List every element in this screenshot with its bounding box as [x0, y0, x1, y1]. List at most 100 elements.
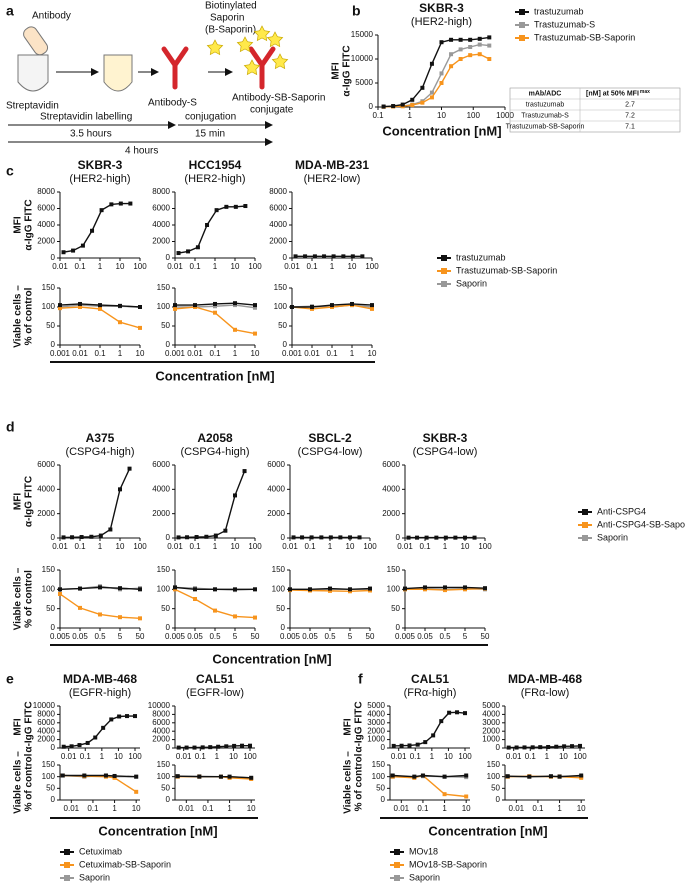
- y-tick-label: 50: [46, 783, 55, 792]
- label: Biotinylated: [205, 1, 257, 12]
- label: Antibody-S: [148, 98, 197, 109]
- legend-swatch: [582, 509, 588, 515]
- y-tick-label: 150: [42, 760, 56, 769]
- x-tick-label: 1: [227, 804, 232, 813]
- y-tick-label: 4000: [37, 726, 55, 735]
- x-tick-label: 0.05: [417, 632, 433, 641]
- data-point: [213, 587, 217, 592]
- data-point: [200, 745, 205, 750]
- data-point: [443, 585, 447, 590]
- data-point: [69, 744, 74, 749]
- chart-subtitle: (CSPG4-high): [180, 446, 249, 458]
- data-point: [70, 535, 75, 540]
- y-tick-label: 100: [387, 584, 401, 593]
- x-tick-label: 1: [233, 349, 238, 358]
- x-tick-label: 0.1: [189, 262, 201, 271]
- data-point: [242, 469, 247, 474]
- data-point: [357, 535, 362, 540]
- legend-swatch: [582, 522, 588, 528]
- data-point: [58, 591, 62, 596]
- y-tick-label: 2000: [269, 237, 287, 246]
- data-point: [253, 587, 257, 592]
- y-tick-label: 8000: [152, 710, 170, 719]
- data-point: [197, 774, 202, 779]
- y-axis-label: Viable cells –: [343, 751, 354, 814]
- y-tick-label: 50: [161, 321, 170, 330]
- data-point: [233, 327, 237, 332]
- table-header-sup: max: [640, 89, 650, 95]
- x-tick-label: 0.001: [165, 349, 186, 358]
- x-tick-label: 0.1: [74, 542, 86, 551]
- data-point: [447, 710, 452, 715]
- x-tick-label: 0.5: [324, 632, 336, 641]
- series-line: [63, 468, 131, 539]
- data-point: [233, 204, 238, 209]
- data-point: [328, 535, 333, 540]
- y-axis-label: Viable cells –: [13, 751, 24, 814]
- x-tick-label: 1000: [496, 111, 514, 120]
- data-point: [192, 745, 197, 750]
- x-tick-label: 0.1: [202, 804, 214, 813]
- table-cell: Trastuzumab-S: [521, 112, 569, 119]
- legend-label: Trastuzumab-SB-Saporin: [534, 32, 635, 42]
- y-tick-label: 100: [42, 584, 56, 593]
- y-tick-label: 0: [51, 795, 56, 804]
- y-tick-label: 50: [278, 321, 287, 330]
- y-tick-label: 50: [161, 783, 170, 792]
- data-point: [118, 615, 122, 620]
- data-point: [288, 587, 292, 592]
- x-tick-label: 10: [577, 804, 586, 813]
- data-point: [390, 773, 395, 778]
- data-point: [310, 305, 314, 309]
- label: 4 hours: [125, 146, 158, 157]
- panel-label: c: [6, 163, 14, 179]
- y-tick-label: 10000: [33, 701, 56, 710]
- data-point: [134, 789, 139, 794]
- data-point: [331, 254, 336, 259]
- data-point: [391, 743, 396, 748]
- y-axis-label: % of control: [24, 570, 35, 628]
- data-point: [290, 305, 294, 309]
- data-point: [82, 773, 87, 778]
- table-cell: trastuzumab: [526, 101, 565, 108]
- data-point: [205, 223, 210, 227]
- y-tick-label: 6000: [37, 718, 55, 727]
- legend-label: MOv18-SB-Saporin: [409, 859, 487, 869]
- chart-subtitle: (CSPG4-low): [298, 446, 363, 458]
- data-point: [439, 719, 444, 724]
- x-tick-label: 0.01: [304, 349, 320, 358]
- data-point: [368, 586, 372, 591]
- data-point: [391, 104, 396, 109]
- x-tick-label: 5: [233, 632, 238, 641]
- data-point: [434, 535, 439, 540]
- x-tick-label: 0.01: [391, 752, 407, 761]
- y-tick-label: 6000: [37, 460, 55, 469]
- data-point: [300, 535, 305, 540]
- chart-title: MDA-MB-468: [63, 672, 137, 686]
- data-point: [554, 744, 559, 749]
- data-point: [184, 745, 189, 750]
- data-point: [213, 304, 217, 309]
- data-point: [98, 533, 103, 538]
- data-point: [449, 37, 454, 42]
- y-tick-label: 100: [157, 584, 171, 593]
- y-axis-label: MFI: [343, 718, 354, 735]
- data-point: [61, 250, 66, 255]
- data-point: [233, 587, 237, 592]
- data-point: [227, 774, 232, 779]
- legend-label: Anti-CSPG4: [597, 506, 646, 516]
- data-point: [420, 100, 425, 105]
- y-tick-label: 100: [487, 772, 501, 781]
- data-point: [468, 45, 473, 49]
- y-tick-label: 8000: [269, 187, 287, 196]
- table-cell: Trastuzumab-SB-Saporin: [506, 123, 585, 130]
- x-tick-label: 10: [136, 349, 145, 358]
- data-point: [439, 81, 444, 85]
- data-point: [522, 745, 527, 750]
- series-line: [393, 711, 466, 747]
- data-point: [458, 47, 463, 52]
- x-tick-label: 0.01: [179, 804, 195, 813]
- x-tick-label: 0.005: [50, 632, 71, 641]
- data-point: [412, 774, 417, 779]
- legend-swatch: [519, 35, 525, 41]
